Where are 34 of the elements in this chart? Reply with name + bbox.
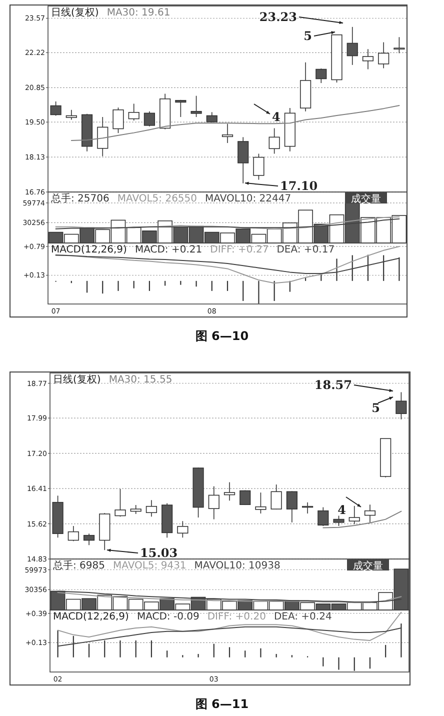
annotation: 5 — [304, 29, 312, 43]
legend-item: MAVOL5: 26550 — [117, 194, 198, 204]
legend-item: DEA: +0.24 — [274, 612, 332, 622]
chart-title: MACD(12,26,9) — [51, 244, 128, 256]
legend-item: 总手: 6985 — [53, 560, 105, 572]
line-series — [55, 254, 400, 274]
button: 成交量 — [345, 192, 387, 205]
annotation: 17.10 — [280, 179, 318, 193]
annotation: 4 — [272, 110, 280, 124]
button: 成交量 — [347, 560, 389, 572]
legend-item: MAVOL10: 22447 — [205, 194, 292, 204]
caption: 图 6—10 — [195, 329, 249, 343]
legend-item: MA30: 19.61 — [106, 8, 170, 18]
legend-item: 总手: 25706 — [51, 194, 110, 204]
line-series — [57, 626, 402, 647]
chart-title: 日线(复权) — [51, 6, 99, 18]
legend-item: MA30: 15.55 — [108, 374, 172, 386]
legend-item: MAVOL5: 9431 — [113, 560, 186, 572]
legend-item: DIFF: +0.27 — [210, 244, 269, 256]
legend-item: DIFF: +0.20 — [207, 612, 266, 622]
legend-item: MACD: +0.21 — [134, 244, 202, 256]
annotation: 18.57 — [314, 378, 352, 392]
legend-item: DEA: +0.17 — [276, 244, 335, 256]
legend-item: MACD: -0.09 — [136, 612, 200, 622]
chart-title: MACD(12,26,9) — [53, 612, 130, 622]
annotation: 5 — [372, 401, 380, 415]
annotation: 23.23 — [259, 10, 297, 24]
annotation: 4 — [338, 503, 346, 517]
annotation: 成交量 — [353, 560, 383, 572]
chart-title: 日线(复权) — [53, 374, 101, 386]
annotation: 成交量 — [351, 192, 381, 205]
legend-item: MAVOL10: 10938 — [194, 560, 280, 572]
annotation: 15.03 — [140, 546, 178, 560]
caption: 图 6—11 — [195, 697, 249, 711]
